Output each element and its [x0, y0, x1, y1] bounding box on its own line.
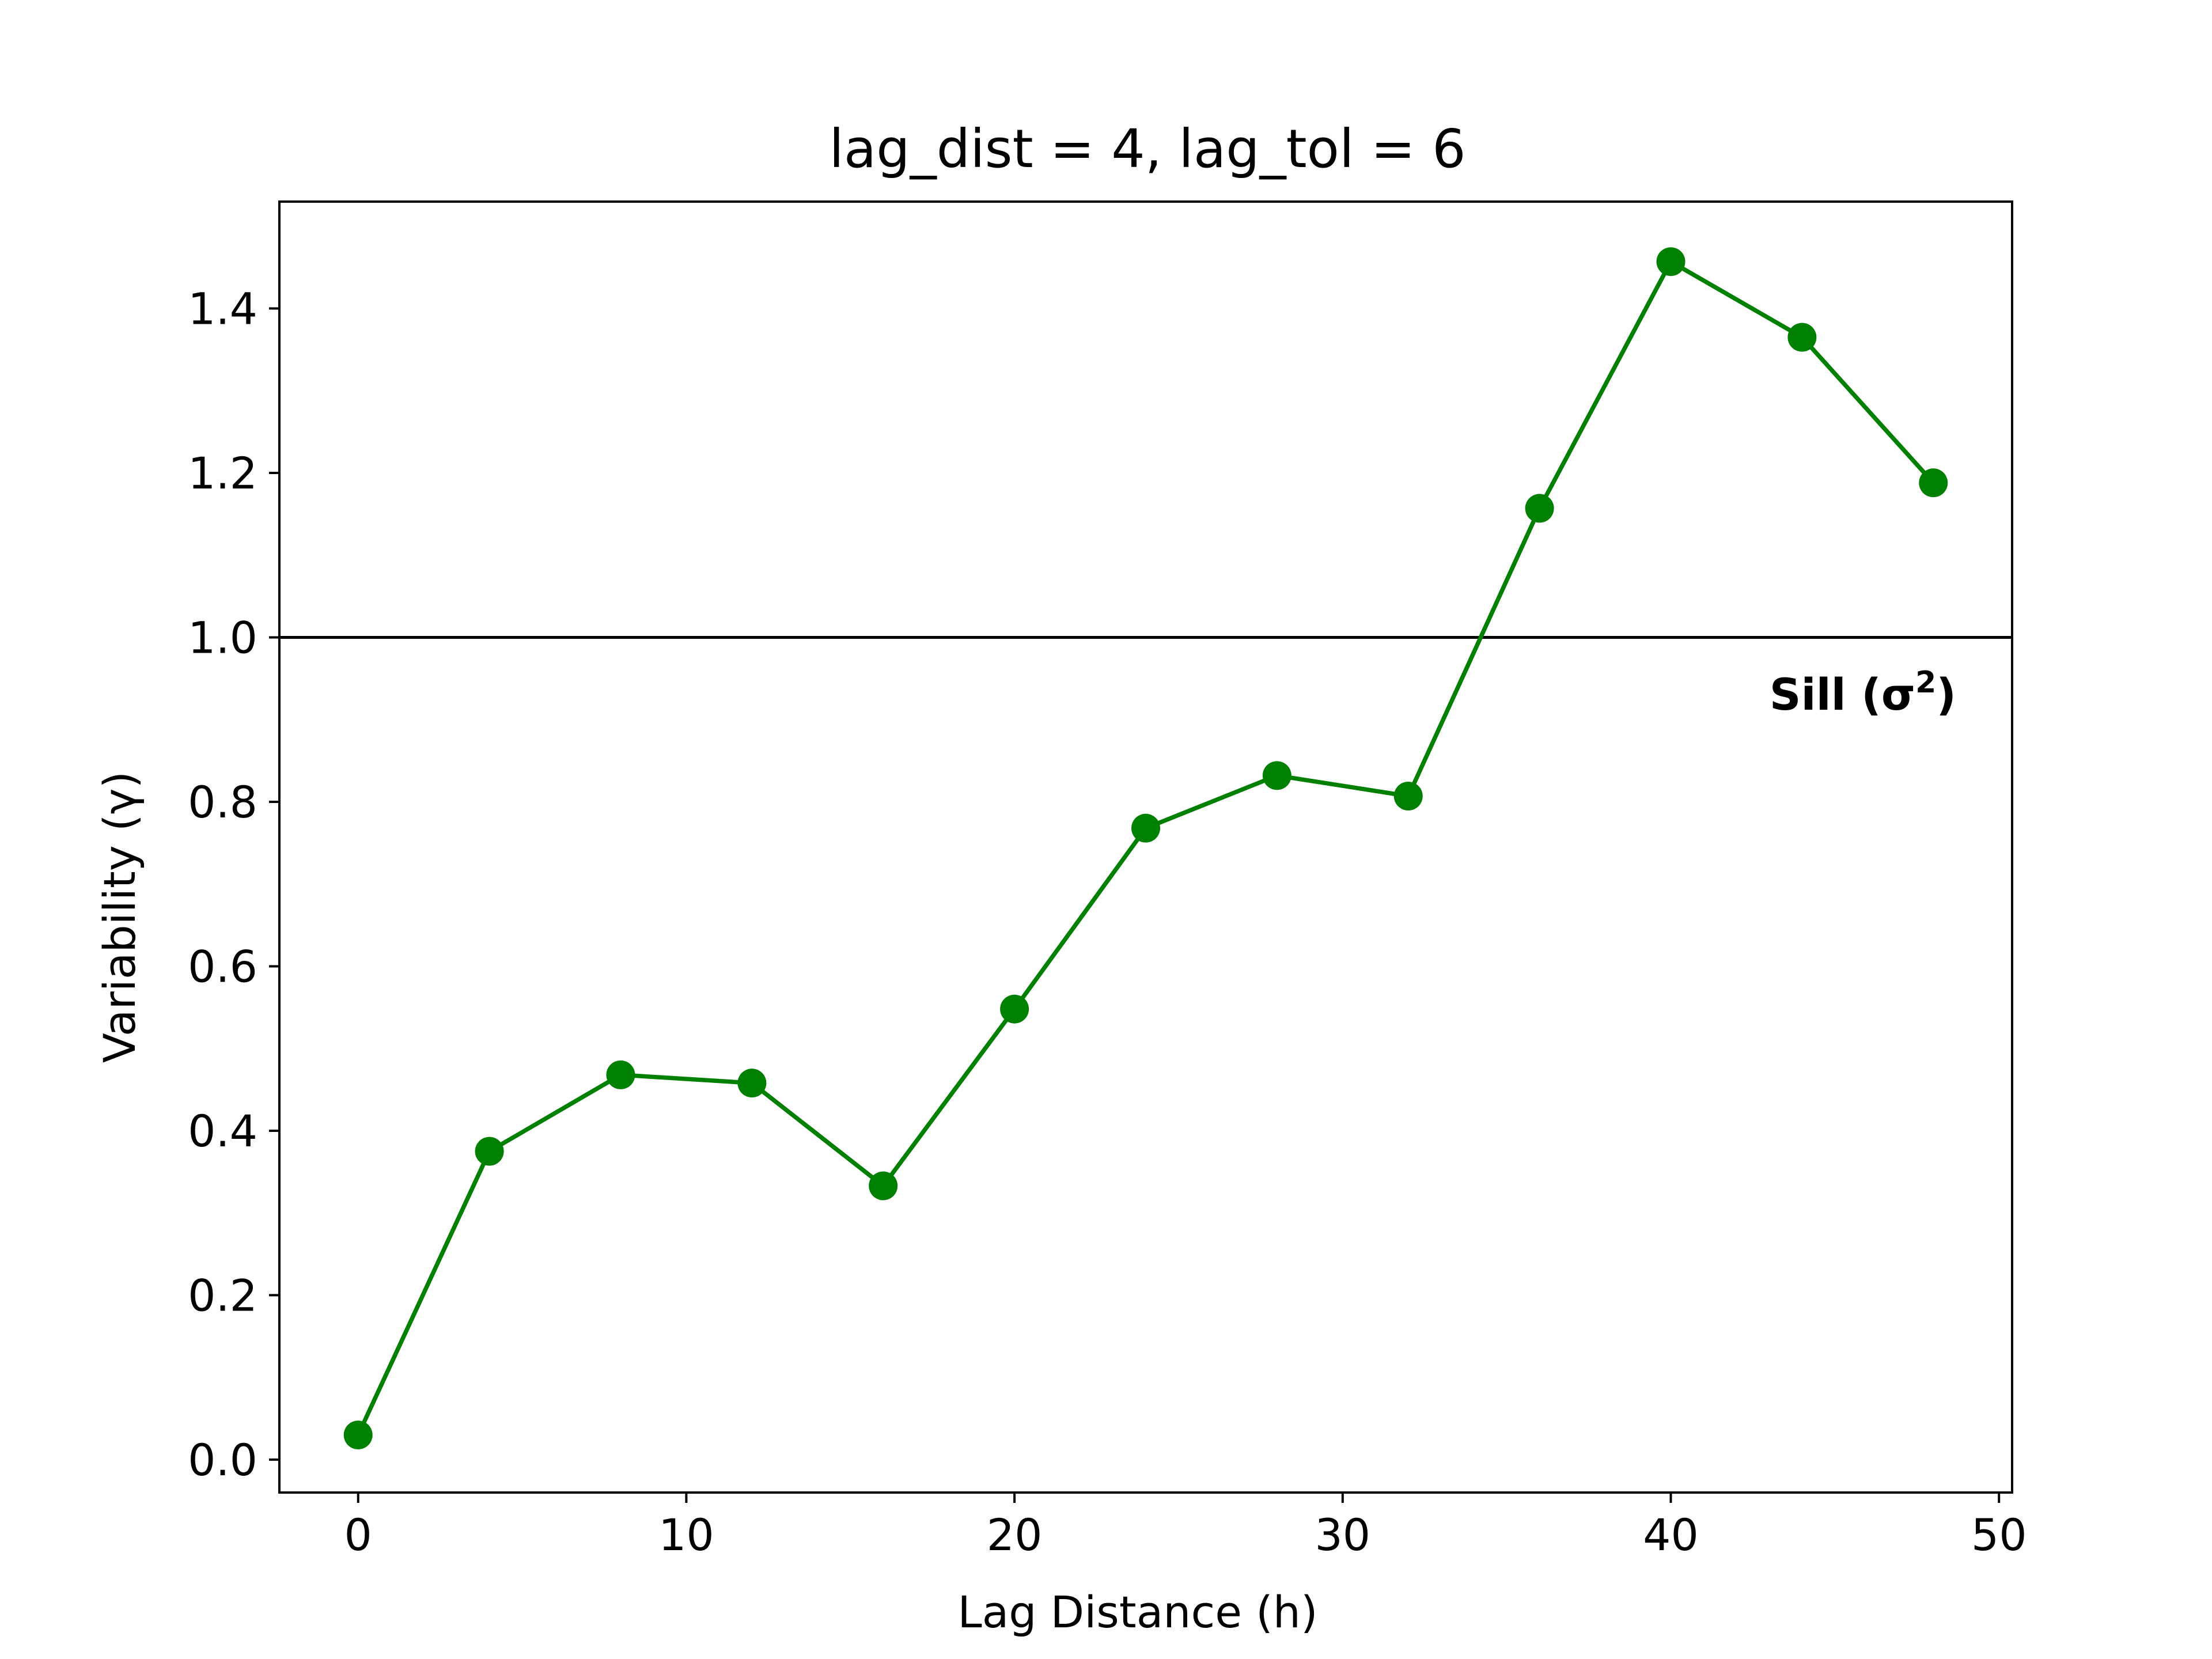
data-point	[475, 1137, 504, 1166]
data-point	[737, 1069, 767, 1098]
x-axis-label: Lag Distance (h)	[957, 1586, 1317, 1638]
sill-label-text: Sill (σ	[1770, 669, 1915, 720]
x-tick-label: 40	[1643, 1509, 1699, 1560]
x-tick-label: 10	[658, 1509, 714, 1560]
data-point	[1525, 494, 1554, 523]
y-tick-label: 0.0	[188, 1434, 257, 1486]
x-tick-label: 0	[344, 1509, 372, 1560]
data-point	[343, 1421, 373, 1450]
y-tick-label: 0.8	[188, 777, 257, 828]
y-tick-label: 1.0	[188, 612, 257, 664]
x-tick-label: 50	[1971, 1509, 2027, 1560]
y-tick-label: 0.2	[188, 1270, 257, 1321]
y-tick-label: 1.2	[188, 448, 257, 499]
sill-label-superscript: 2	[1915, 665, 1936, 700]
series-line	[356, 259, 1936, 1436]
y-tick-label: 0.6	[188, 941, 257, 992]
y-tick-label: 0.4	[188, 1105, 257, 1157]
y-tick-label: 1.4	[188, 283, 257, 335]
plot-area: 0 10 20 30 40 50 0.0 0.2 0.4 0.6 0.8 1.0 1.2 1.4	[188, 200, 2027, 1560]
data-point	[1131, 813, 1160, 843]
data-point	[1393, 782, 1423, 811]
data-point	[606, 1060, 635, 1089]
axes-frame	[278, 200, 2013, 1494]
data-point	[1656, 247, 1685, 276]
data-point	[1919, 468, 1948, 498]
data-point	[1262, 761, 1291, 790]
sill-label: Sill (σ2)	[1770, 665, 1956, 720]
data-point	[1000, 994, 1029, 1024]
y-axis-label: Variability (γ)	[94, 771, 145, 1063]
x-tick-label: 20	[987, 1509, 1043, 1560]
data-point	[869, 1171, 898, 1200]
chart-title: lag_dist = 4, lag_tol = 6	[829, 118, 1465, 180]
sill-label-close: )	[1936, 669, 1956, 720]
data-point	[1787, 323, 1817, 352]
x-tick-label: 30	[1315, 1509, 1370, 1560]
